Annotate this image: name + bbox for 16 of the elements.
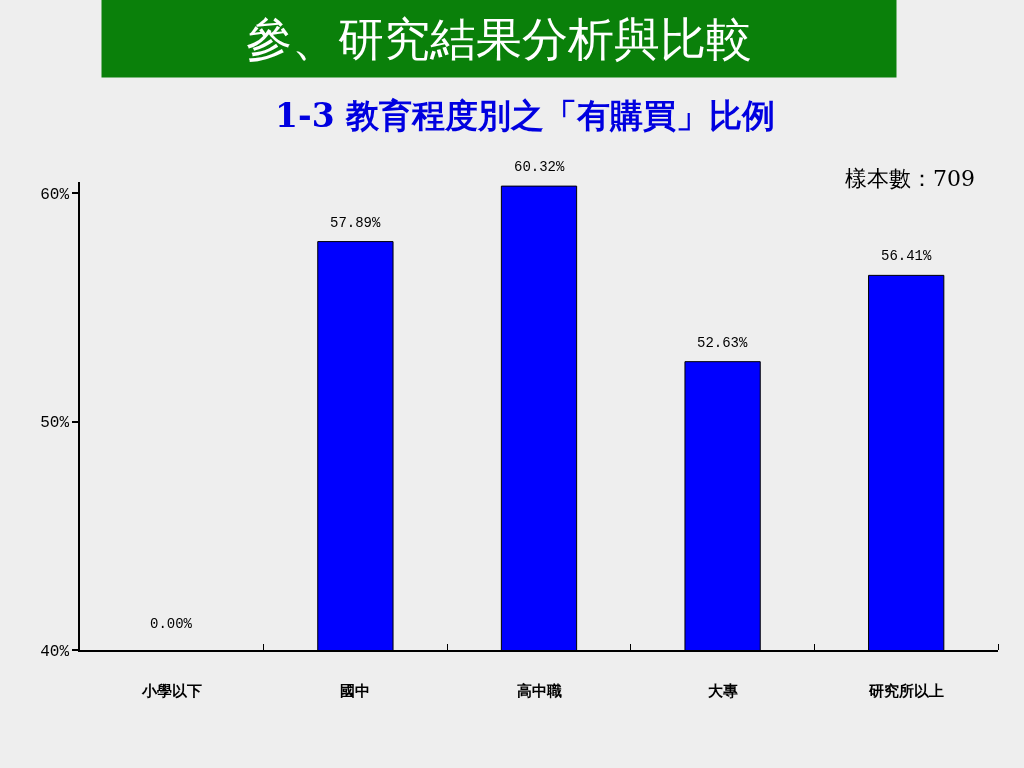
data-label: 56.41%	[881, 248, 933, 264]
y-tick-label: 50%	[40, 414, 70, 433]
x-tick-label: 研究所以上	[867, 681, 944, 700]
x-tick-label: 高中職	[516, 681, 562, 700]
data-label: 52.63%	[697, 335, 749, 351]
chart-subtitle: 1-3 教育程度別之「有購買」比例	[275, 96, 776, 135]
data-label: 60.32%	[514, 159, 566, 175]
data-label: 57.89%	[330, 215, 382, 231]
x-tick-label: 國中	[340, 681, 371, 700]
chart-title: 參、研究結果分析與比較	[246, 11, 752, 66]
text: 0.00%	[150, 616, 193, 632]
x-tick-label: 大專	[707, 681, 738, 700]
x-tick-label: 小學以下	[140, 681, 202, 700]
y-tick-label: 60%	[40, 186, 70, 205]
y-tick-label: 40%	[40, 642, 70, 661]
annotation: 樣本數：709	[845, 166, 975, 191]
